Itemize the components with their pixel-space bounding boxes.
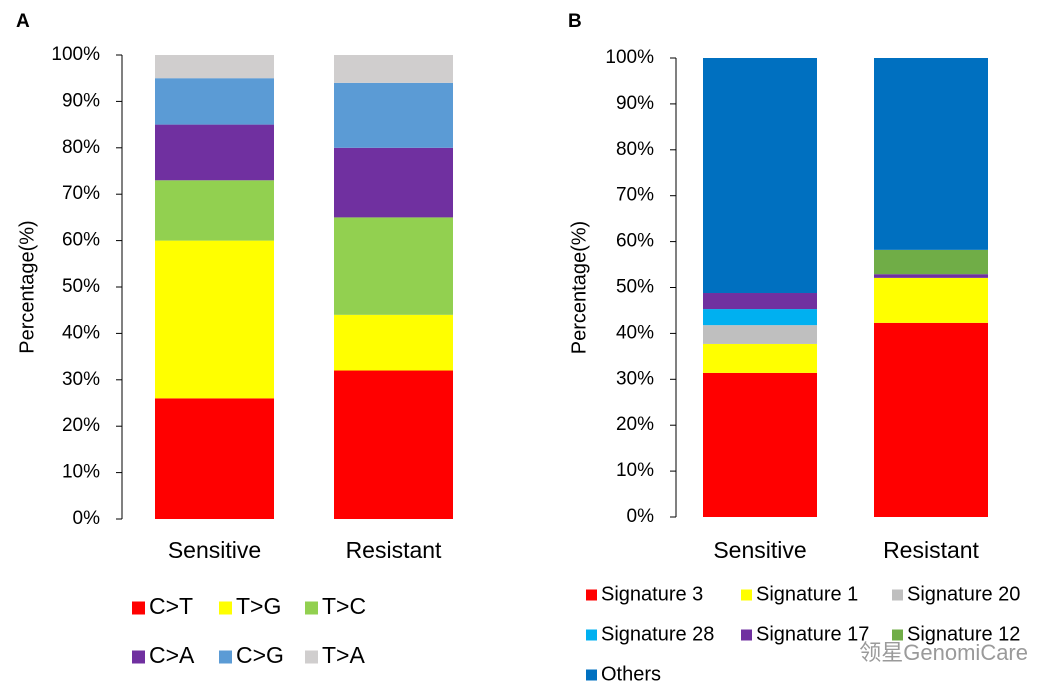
bar-segment (874, 322, 988, 517)
legend-swatch (741, 589, 752, 601)
y-tick-label: 40% (62, 322, 100, 343)
bar-segment (334, 314, 453, 371)
y-tick-label: 90% (616, 93, 654, 114)
x-tick-label: Sensitive (168, 537, 261, 563)
bar-segment (703, 58, 817, 294)
legend-label: T>G (236, 593, 281, 619)
panel-label: B (568, 11, 582, 32)
bar-segment (334, 82, 453, 148)
legend-swatch (892, 629, 903, 641)
bar-segment (334, 217, 453, 315)
legend-label: C>G (236, 642, 284, 668)
x-tick-label: Resistant (346, 537, 442, 563)
y-tick-label: 50% (62, 276, 100, 297)
y-tick-label: 40% (616, 322, 654, 343)
bar-segment (155, 180, 274, 241)
x-tick-label: Resistant (883, 537, 979, 563)
y-axis-title: Percentage(%) (568, 221, 590, 354)
legend-label: T>C (322, 593, 366, 619)
bar-segment (703, 325, 817, 344)
legend-swatch (586, 589, 597, 601)
legend-label: Signature 28 (601, 623, 714, 645)
legend-swatch (586, 629, 597, 641)
y-tick-label: 100% (51, 44, 100, 65)
bar-segment (703, 293, 817, 310)
bar-segment (874, 58, 988, 250)
y-tick-label: 80% (616, 139, 654, 160)
y-tick-label: 90% (62, 90, 100, 111)
bar-segment (334, 55, 453, 83)
legend-label: Signature 3 (601, 583, 703, 605)
bar-segment (155, 55, 274, 79)
y-tick-label: 60% (616, 231, 654, 252)
legend-swatch (219, 601, 232, 615)
y-tick-label: 10% (616, 460, 654, 481)
legend-swatch (892, 589, 903, 601)
y-tick-label: 100% (605, 47, 654, 68)
bar-segment (703, 309, 817, 326)
legend-label: Signature 1 (756, 583, 858, 605)
y-tick-label: 10% (62, 462, 100, 483)
panel-label: A (16, 11, 30, 32)
legend-label: Signature 12 (907, 623, 1020, 645)
bar-segment (874, 249, 988, 275)
y-tick-label: 30% (62, 369, 100, 390)
legend-label: Signature 20 (907, 583, 1020, 605)
bar-segment (874, 277, 988, 323)
bar-segment (874, 274, 988, 278)
legend-swatch (305, 601, 318, 615)
y-tick-label: 50% (616, 277, 654, 298)
y-tick-label: 0% (627, 506, 655, 527)
bar-segment (334, 147, 453, 218)
bar-segment (155, 78, 274, 125)
legend-label: Others (601, 663, 661, 685)
y-tick-label: 30% (616, 368, 654, 389)
legend-swatch (305, 650, 318, 664)
legend-swatch (132, 650, 145, 664)
legend-label: C>A (149, 642, 195, 668)
bar-segment (155, 124, 274, 181)
y-tick-label: 20% (62, 415, 100, 436)
y-tick-label: 70% (616, 185, 654, 206)
legend-label: T>A (322, 642, 365, 668)
bar-segment (155, 398, 274, 519)
watermark: 领星GenomiCare (859, 640, 1028, 665)
bar-segment (155, 240, 274, 399)
bar-segment (703, 343, 817, 373)
y-tick-label: 60% (62, 230, 100, 251)
legend-swatch (219, 650, 232, 664)
y-axis-title: Percentage(%) (16, 220, 38, 353)
y-tick-label: 80% (62, 137, 100, 158)
x-tick-label: Sensitive (713, 537, 806, 563)
legend-label: C>T (149, 593, 193, 619)
y-tick-label: 70% (62, 183, 100, 204)
bar-segment (334, 370, 453, 519)
legend-swatch (741, 629, 752, 641)
bar-segment (703, 372, 817, 517)
legend-swatch (586, 669, 597, 681)
y-tick-label: 0% (73, 508, 101, 529)
legend-swatch (132, 601, 145, 615)
y-tick-label: 20% (616, 414, 654, 435)
legend-label: Signature 17 (756, 623, 869, 645)
